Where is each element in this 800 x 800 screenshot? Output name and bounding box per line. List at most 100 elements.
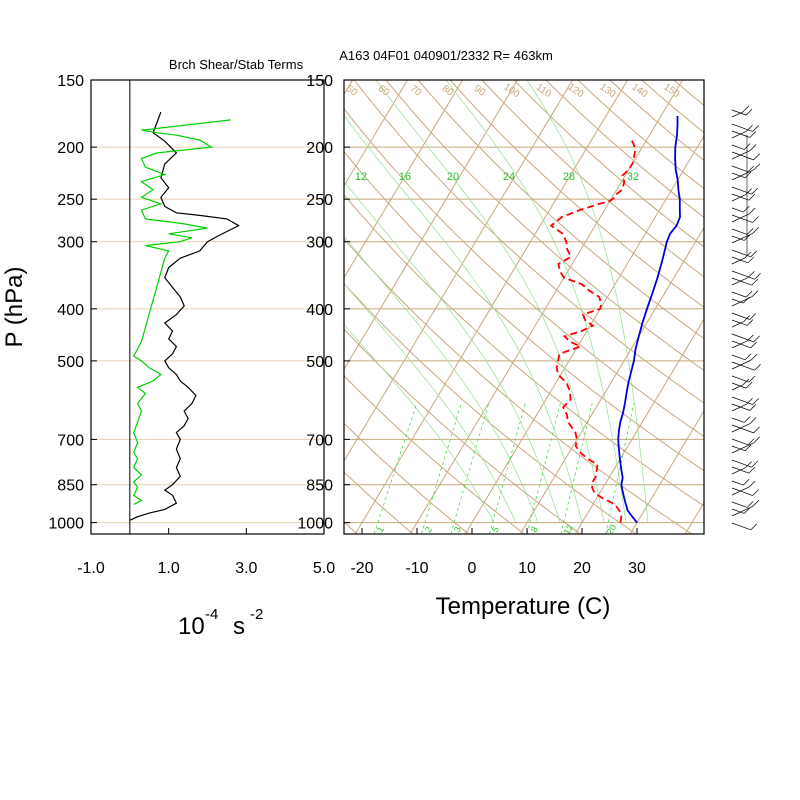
wind-barb-feather <box>750 523 758 531</box>
wind-barb <box>731 277 752 286</box>
temperature-x-tick-label: 10 <box>518 560 536 577</box>
wind-barb-feather <box>747 256 755 264</box>
wind-barb <box>731 382 747 389</box>
wind-barb <box>731 480 744 486</box>
wind-barb <box>731 151 754 161</box>
left-x-tick-label: -1.0 <box>77 560 105 577</box>
wind-barb-feather <box>747 334 754 342</box>
dry-adiabat-line <box>344 282 637 534</box>
dry-adiabat-line <box>344 238 693 534</box>
left-x-tick-label: 5.0 <box>313 560 335 577</box>
wind-barb-feather <box>753 335 760 343</box>
dry-adiabat-line <box>344 150 704 472</box>
skewt-pressure-tick-label: 850 <box>306 478 333 495</box>
wind-barb-feather <box>752 125 759 132</box>
wind-barb-feather <box>744 251 751 259</box>
wind-barb-feather <box>753 436 760 444</box>
moist-adiabat-label: 20 <box>447 171 459 183</box>
mixing-ratio-label: 1 <box>375 525 386 534</box>
moist-adiabat-line <box>445 80 627 523</box>
wind-barb-feather <box>749 313 757 320</box>
skewt-pressure-tick-label: 150 <box>306 73 333 90</box>
wind-barb <box>731 298 744 304</box>
wind-barb-feather <box>746 501 754 508</box>
wind-barb <box>731 354 746 361</box>
wind-barb-feather <box>749 404 757 411</box>
mixing-ratio-label: 5 <box>490 525 501 534</box>
mixing-ratio-label: 12 <box>562 523 576 537</box>
wind-barb-feather <box>753 163 760 171</box>
wind-barb-feather <box>751 187 758 195</box>
wind-barb <box>731 186 752 195</box>
moist-adiabat-line <box>344 235 539 523</box>
skewt-panel-frame <box>343 79 705 535</box>
wind-barb-feather <box>746 397 753 405</box>
wind-barb-feather <box>751 290 759 297</box>
wind-barb-feather <box>752 398 759 405</box>
wind-barb-feather <box>748 480 756 488</box>
dry-adiabat-line <box>344 194 704 507</box>
wind-barb-feather <box>748 375 756 383</box>
mixing-ratio-line <box>450 403 490 534</box>
dry-adiabat-line <box>344 107 704 438</box>
wind-barb-feather <box>748 207 756 215</box>
moist-adiabat-line <box>344 323 495 523</box>
wind-barb-feather <box>746 124 753 132</box>
wind-barb <box>731 467 746 475</box>
moist-adiabat-label: 16 <box>399 171 411 183</box>
left-pressure-tick-label: 400 <box>57 302 84 319</box>
wind-barb-feather <box>745 381 753 389</box>
left-pressure-tick-label: 150 <box>57 73 84 90</box>
isotherm-line <box>344 80 408 187</box>
wind-barb-feather <box>749 144 757 151</box>
wind-barb-feather <box>752 227 760 234</box>
mixing-ratio-line <box>526 403 561 534</box>
isotherm-line <box>629 409 704 534</box>
mixing-ratio-line <box>373 403 418 534</box>
dry-adiabat-line <box>344 328 581 534</box>
dewpoint-profile-line <box>549 138 637 523</box>
wind-barb-feather <box>754 363 761 371</box>
wind-barb <box>731 445 746 452</box>
dry-adiabat-line <box>344 375 525 534</box>
left-panel-title: Brch Shear/Stab Terms <box>169 57 304 72</box>
dry-adiabat-line <box>344 471 414 534</box>
wind-barb-feather <box>752 216 759 223</box>
wind-barb-feather <box>750 353 758 361</box>
wind-barb <box>731 501 748 508</box>
theta-label: 70 <box>408 83 424 99</box>
temperature-x-tick-label: 30 <box>628 560 646 577</box>
skewt-pressure-tick-label: 250 <box>306 192 333 209</box>
wind-barb-feather <box>751 460 758 468</box>
moist-adiabat-line <box>526 80 649 523</box>
wind-barb-feather <box>745 290 753 298</box>
isotherm-line <box>574 318 704 534</box>
wind-barb <box>731 522 751 531</box>
mixing-ratio-label: 8 <box>529 525 540 534</box>
wind-barb-feather <box>746 319 754 326</box>
skewt-pressure-tick-label: 700 <box>306 432 333 449</box>
left-pressure-tick-label: 1000 <box>48 516 84 533</box>
dry-adiabat-line <box>353 80 704 404</box>
wind-barb <box>731 130 747 139</box>
wind-barb <box>731 165 749 173</box>
wind-barb <box>731 424 754 434</box>
wind-barb <box>731 438 749 446</box>
temperature-x-tick-label: 0 <box>468 560 477 577</box>
left-panel-series <box>129 111 240 521</box>
wind-barb-feather <box>748 466 756 474</box>
wind-barb <box>731 403 750 411</box>
wind-barb-feather <box>742 378 750 386</box>
wind-barb <box>731 169 754 181</box>
wind-barb-feather <box>744 353 752 361</box>
left-xlabel-base: 10 <box>178 613 205 640</box>
moist-adiabat-line <box>375 80 605 523</box>
skewt-pressure-tick-label: 500 <box>306 354 333 371</box>
dry-adiabat-line <box>673 80 704 106</box>
wind-barb <box>731 277 749 286</box>
wind-barb-feather <box>748 193 756 201</box>
wind-barb <box>731 375 750 383</box>
